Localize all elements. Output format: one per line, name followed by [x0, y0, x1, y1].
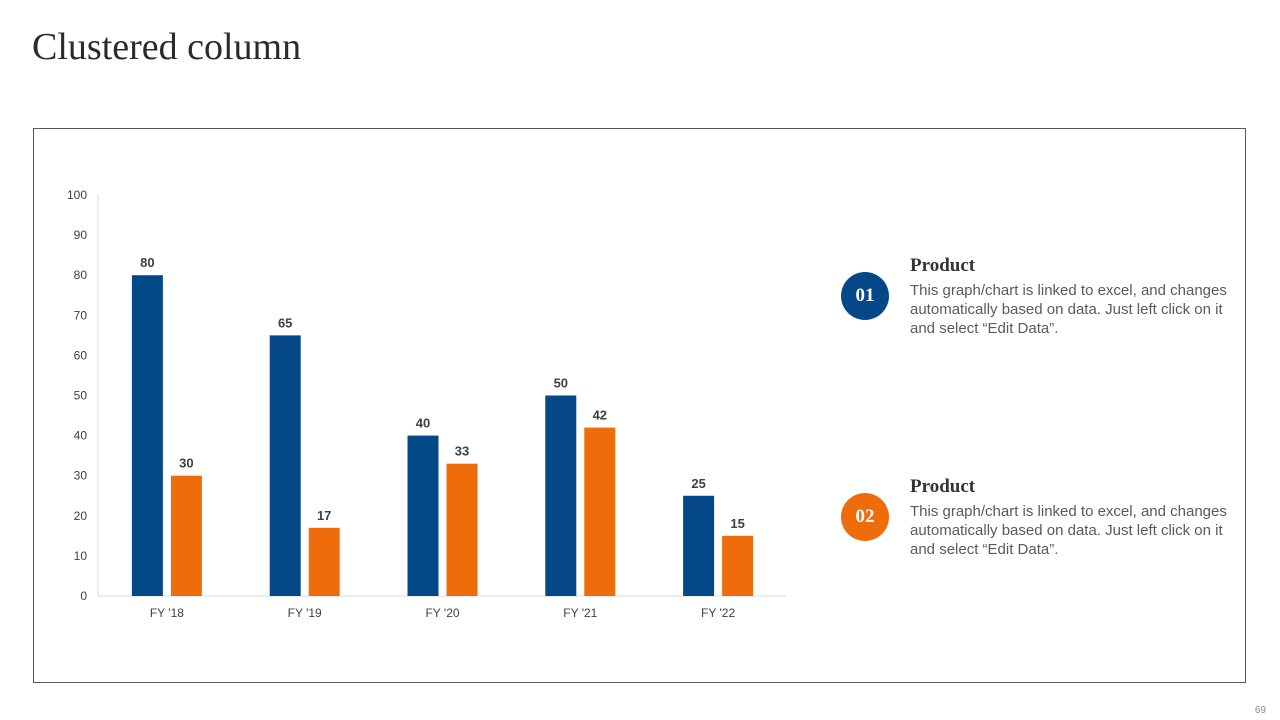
y-tick-label: 100	[67, 188, 87, 202]
y-tick-label: 10	[74, 549, 88, 563]
x-tick-label: FY '21	[563, 606, 597, 620]
bar-series-1	[545, 395, 577, 596]
data-label: 30	[179, 456, 193, 471]
bar-series-1	[269, 335, 301, 596]
y-tick-label: 20	[74, 509, 88, 523]
bar-series-2	[722, 535, 754, 596]
y-tick-label: 60	[74, 348, 88, 362]
legend-description-02: This graph/chart is linked to excel, and…	[910, 503, 1227, 558]
y-tick-label: 40	[74, 429, 88, 443]
data-label: 65	[278, 315, 292, 330]
x-tick-label: FY '20	[425, 606, 459, 620]
bar-series-2	[446, 463, 478, 596]
y-tick-label: 90	[74, 228, 88, 242]
legend-entry-01: 01 Product This graph/chart is linked to…	[841, 255, 1241, 345]
bar-series-2	[584, 427, 616, 596]
data-label: 15	[730, 516, 744, 531]
bar-series-1	[407, 435, 439, 596]
data-label: 40	[416, 416, 430, 431]
y-tick-label: 70	[74, 308, 88, 322]
x-tick-label: FY '18	[150, 606, 184, 620]
legend-entry-02: 02 Product This graph/chart is linked to…	[841, 476, 1241, 566]
bar-series-2	[170, 475, 202, 596]
data-label: 25	[691, 476, 705, 491]
bar-series-2	[308, 527, 340, 596]
x-tick-label: FY '19	[288, 606, 322, 620]
y-tick-label: 50	[74, 389, 88, 403]
legend-description-01: This graph/chart is linked to excel, and…	[910, 282, 1227, 337]
slide-title: Clustered column	[32, 26, 302, 68]
legend-badge-02: 02	[841, 493, 889, 541]
page-number: 69	[1254, 705, 1266, 716]
data-label: 42	[593, 408, 607, 423]
data-label: 33	[455, 444, 469, 459]
legend-title-01: Product	[910, 255, 976, 276]
legend-badge-01: 01	[841, 272, 889, 320]
data-label: 17	[317, 508, 331, 523]
bar-series-1	[683, 495, 715, 596]
x-tick-label: FY '22	[701, 606, 735, 620]
chart-frame	[33, 128, 1246, 683]
legend-title-02: Product	[910, 476, 976, 497]
y-tick-label: 30	[74, 469, 88, 483]
bar-series-1	[131, 275, 163, 596]
data-label: 50	[554, 376, 568, 391]
y-tick-label: 0	[80, 589, 87, 603]
data-label: 80	[140, 255, 154, 270]
y-tick-label: 80	[74, 268, 88, 282]
